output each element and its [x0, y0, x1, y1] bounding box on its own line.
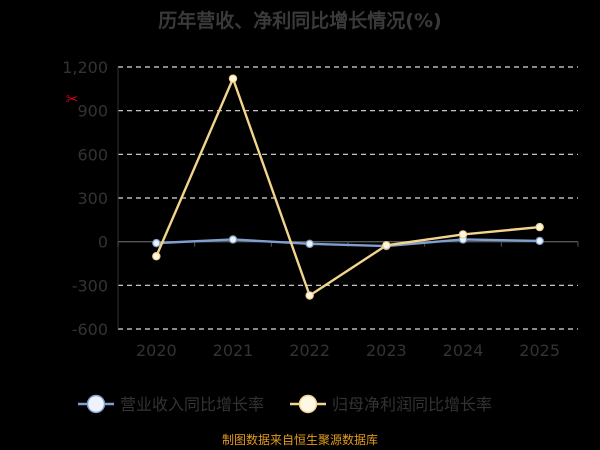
- legend-label: 归母净利润同比增长率: [332, 395, 492, 414]
- y-tick-label: 300: [77, 189, 108, 208]
- data-point: [458, 230, 468, 239]
- y-tick-label: 600: [77, 145, 108, 164]
- y-tick-label: 1,200: [62, 58, 108, 77]
- x-tick-label: 2025: [519, 341, 560, 360]
- y-tick-label: 0: [98, 233, 108, 252]
- scissors-icon: ✂: [66, 90, 79, 108]
- legend-label: 营业收入同比增长率: [120, 395, 264, 414]
- legend: 营业收入同比增长率 归母净利润同比增长率: [78, 394, 492, 414]
- y-tick-label: -600: [72, 320, 108, 339]
- x-tick-label: 2022: [289, 341, 330, 360]
- data-point: [152, 238, 161, 248]
- data-point: [228, 235, 238, 244]
- series-line-2: [155, 77, 540, 297]
- x-tick-label: 2020: [136, 341, 177, 360]
- grid: [117, 66, 578, 330]
- series-layer: [152, 74, 544, 300]
- x-tick-label: 2023: [366, 341, 407, 360]
- data-point: [535, 236, 544, 246]
- data-point: [305, 239, 314, 249]
- chart-title: 历年营收、净利同比增长情况(%): [158, 9, 441, 32]
- y-axis: -600 -300 0 300 600 900 1,200: [62, 58, 108, 339]
- x-axis: 2020 2021 2022 2023 2024 2025: [117, 241, 579, 360]
- data-point: [152, 252, 161, 261]
- data-point: [305, 291, 314, 300]
- legend-marker: [86, 394, 106, 414]
- series-line-1: [156, 238, 540, 248]
- y-tick-label: -300: [72, 276, 108, 295]
- x-tick-label: 2024: [443, 341, 484, 360]
- x-tick-label: 2021: [213, 341, 254, 360]
- source-note: 制图数据来自恒生聚源数据库: [222, 432, 378, 447]
- legend-marker: [298, 394, 318, 414]
- data-point: [535, 222, 544, 232]
- data-point: [228, 74, 238, 83]
- data-point: [382, 241, 391, 250]
- y-tick-label: 900: [77, 102, 108, 121]
